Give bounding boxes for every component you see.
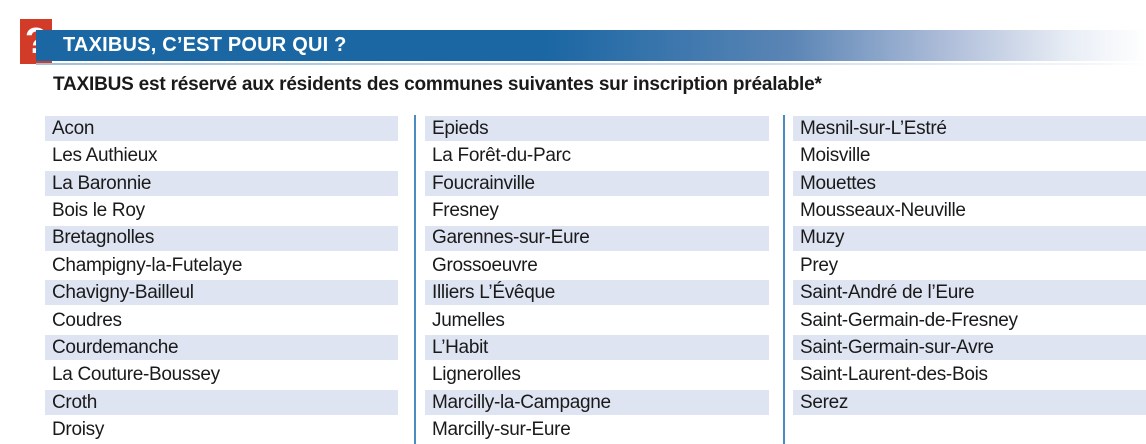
commune-row: Croth — [45, 389, 398, 417]
commune-row: Mousseaux-Neuville — [800, 199, 966, 221]
commune-row: Saint-Laurent-des-Bois — [800, 364, 988, 386]
commune-row: Fresney — [432, 199, 499, 221]
section-title: TAXIBUS, C’EST POUR QUI ? — [63, 34, 347, 56]
commune-row: Mouettes — [793, 169, 1146, 198]
communes-column-3: Mesnil-sur-L’Estré Moisville Mouettes Mouss… — [793, 115, 1146, 444]
commune-row: Serez — [793, 389, 1146, 417]
commune-row: Lignerolles — [432, 364, 521, 386]
commune-row: Saint-Germain-de-Fresney — [800, 309, 1018, 331]
commune-row: Garennes-sur-Eure — [425, 224, 769, 253]
communes-column-2: Epieds La Forêt-du-Parc Foucrainville Fresn… — [425, 115, 769, 444]
commune-row: Marcilly-la-Campagne — [425, 389, 769, 417]
commune-row: Courdemanche — [45, 334, 398, 362]
commune-row: L’Habit — [425, 334, 769, 362]
commune-row: Bois le Roy — [52, 199, 145, 221]
commune-row: Bretagnolles — [45, 224, 398, 253]
commune-row: Mesnil-sur-L’Estré — [793, 115, 1146, 143]
commune-row: Chavigny-Bailleul — [45, 279, 398, 307]
column-divider — [414, 115, 416, 444]
communes-column-1: Acon Les Authieux La Baronnie Bois le Roy Br… — [45, 115, 398, 444]
commune-row: La Forêt-du-Parc — [432, 145, 571, 167]
intro-text: TAXIBUS est réservé aux résidents des co… — [53, 74, 822, 95]
commune-row: La Baronnie — [45, 169, 398, 198]
commune-row: Prey — [800, 254, 838, 276]
commune-row: Saint-André de l’Eure — [793, 279, 1146, 307]
commune-row: Champigny-la-Futelaye — [52, 254, 243, 276]
commune-row: Muzy — [793, 224, 1146, 253]
commune-row: Moisville — [800, 145, 871, 167]
commune-row: Coudres — [52, 309, 122, 331]
commune-row: Saint-Germain-sur-Avre — [793, 334, 1146, 362]
commune-row: Foucrainville — [425, 169, 769, 198]
commune-row: Marcilly-sur-Eure — [432, 419, 571, 441]
commune-row: Acon — [45, 115, 398, 143]
communes-list: Acon Les Authieux La Baronnie Bois le Roy Br… — [45, 115, 1146, 444]
commune-row: La Couture-Boussey — [52, 364, 220, 386]
commune-row: Epieds — [425, 115, 769, 143]
commune-row: Illiers L’Évêque — [425, 279, 769, 307]
commune-row: Les Authieux — [52, 145, 158, 167]
commune-row: Grossoeuvre — [432, 254, 538, 276]
column-divider — [783, 115, 785, 444]
commune-row: Jumelles — [432, 309, 505, 331]
section-header-banner: TAXIBUS, C’EST POUR QUI ? — [36, 30, 1146, 61]
banner-underline — [36, 63, 1146, 65]
commune-row: Droisy — [52, 419, 105, 441]
